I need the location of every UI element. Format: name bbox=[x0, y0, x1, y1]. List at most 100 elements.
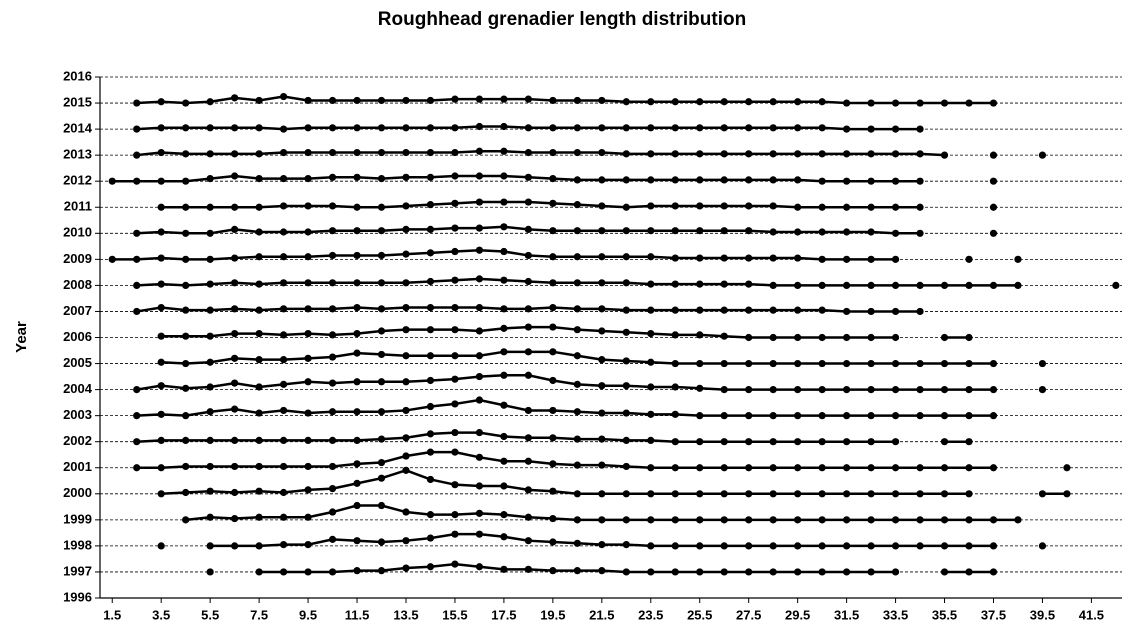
data-point bbox=[524, 537, 532, 545]
data-point bbox=[989, 203, 998, 211]
data-point bbox=[157, 124, 165, 132]
data-point bbox=[622, 279, 630, 287]
data-point bbox=[451, 172, 459, 180]
data-point bbox=[622, 98, 630, 106]
data-point bbox=[622, 357, 630, 365]
data-point bbox=[573, 148, 581, 157]
data-point bbox=[965, 333, 973, 342]
y-tick-label: 1999 bbox=[63, 511, 92, 526]
data-point bbox=[891, 255, 900, 263]
data-point bbox=[182, 359, 190, 368]
data-point bbox=[377, 408, 386, 416]
y-tick-label: 1998 bbox=[63, 537, 92, 552]
data-point bbox=[989, 542, 998, 550]
data-point bbox=[255, 174, 263, 183]
data-point bbox=[769, 542, 777, 550]
data-point bbox=[720, 150, 728, 158]
data-point bbox=[549, 406, 557, 415]
data-point bbox=[475, 327, 484, 335]
data-point bbox=[353, 479, 361, 487]
data-point bbox=[549, 514, 557, 523]
data-point bbox=[843, 255, 851, 263]
data-point bbox=[598, 253, 606, 261]
data-point bbox=[622, 568, 630, 576]
data-point bbox=[794, 254, 802, 262]
data-point bbox=[279, 202, 288, 210]
data-point bbox=[133, 464, 141, 472]
series-line bbox=[136, 398, 994, 417]
data-point bbox=[573, 539, 581, 547]
y-tick-label: 2007 bbox=[63, 303, 92, 318]
data-point bbox=[598, 124, 606, 132]
data-point bbox=[500, 276, 508, 284]
data-point bbox=[940, 359, 949, 368]
data-point bbox=[524, 305, 532, 313]
data-point bbox=[426, 201, 435, 209]
data-point bbox=[696, 542, 704, 550]
data-point bbox=[696, 384, 704, 392]
data-point bbox=[304, 202, 312, 210]
data-point bbox=[794, 490, 802, 498]
data-point bbox=[157, 98, 165, 106]
data-point bbox=[500, 348, 508, 356]
data-point bbox=[720, 280, 728, 288]
data-point bbox=[353, 460, 361, 468]
data-point bbox=[475, 122, 484, 131]
data-point bbox=[647, 542, 655, 550]
data-point bbox=[843, 464, 851, 472]
y-tick-label: 2011 bbox=[64, 199, 92, 214]
data-point bbox=[206, 542, 214, 550]
data-point bbox=[304, 462, 312, 471]
data-point bbox=[451, 560, 459, 568]
data-point bbox=[720, 386, 728, 394]
data-point bbox=[549, 124, 557, 132]
data-point bbox=[304, 148, 312, 157]
data-point bbox=[255, 150, 263, 158]
data-point bbox=[500, 198, 508, 206]
data-point bbox=[916, 281, 924, 289]
data-point bbox=[916, 150, 924, 158]
data-point bbox=[524, 277, 532, 286]
data-point bbox=[745, 280, 753, 288]
data-point bbox=[573, 380, 581, 388]
data-point bbox=[451, 511, 459, 519]
data-point bbox=[696, 331, 704, 339]
data-point bbox=[916, 99, 924, 107]
data-point bbox=[573, 516, 581, 524]
data-point bbox=[696, 464, 704, 472]
data-point bbox=[328, 251, 337, 260]
data-point bbox=[989, 229, 998, 237]
data-point bbox=[426, 402, 435, 411]
data-point bbox=[818, 177, 826, 185]
data-point bbox=[451, 224, 459, 232]
data-point bbox=[377, 350, 386, 359]
data-point bbox=[769, 516, 777, 524]
data-point bbox=[622, 150, 630, 158]
data-point bbox=[622, 227, 630, 235]
data-point bbox=[426, 96, 435, 105]
data-point bbox=[867, 99, 875, 107]
data-point bbox=[622, 436, 630, 444]
data-point bbox=[353, 124, 361, 132]
data-point bbox=[475, 396, 484, 404]
data-point bbox=[500, 482, 508, 490]
data-point bbox=[475, 530, 484, 538]
data-point bbox=[573, 461, 581, 469]
data-point bbox=[206, 150, 214, 158]
data-point bbox=[328, 279, 337, 287]
series-line bbox=[136, 95, 994, 105]
data-point bbox=[794, 542, 802, 550]
data-point bbox=[304, 513, 312, 521]
data-point bbox=[500, 371, 508, 379]
data-point bbox=[304, 436, 312, 444]
data-point bbox=[696, 202, 704, 210]
data-point bbox=[1038, 386, 1047, 394]
data-point bbox=[818, 568, 826, 576]
data-point bbox=[426, 430, 435, 438]
data-point bbox=[745, 386, 753, 394]
data-point bbox=[402, 96, 410, 105]
data-point bbox=[500, 401, 508, 409]
data-point bbox=[867, 125, 875, 133]
data-point bbox=[573, 253, 581, 261]
data-point bbox=[328, 124, 337, 132]
